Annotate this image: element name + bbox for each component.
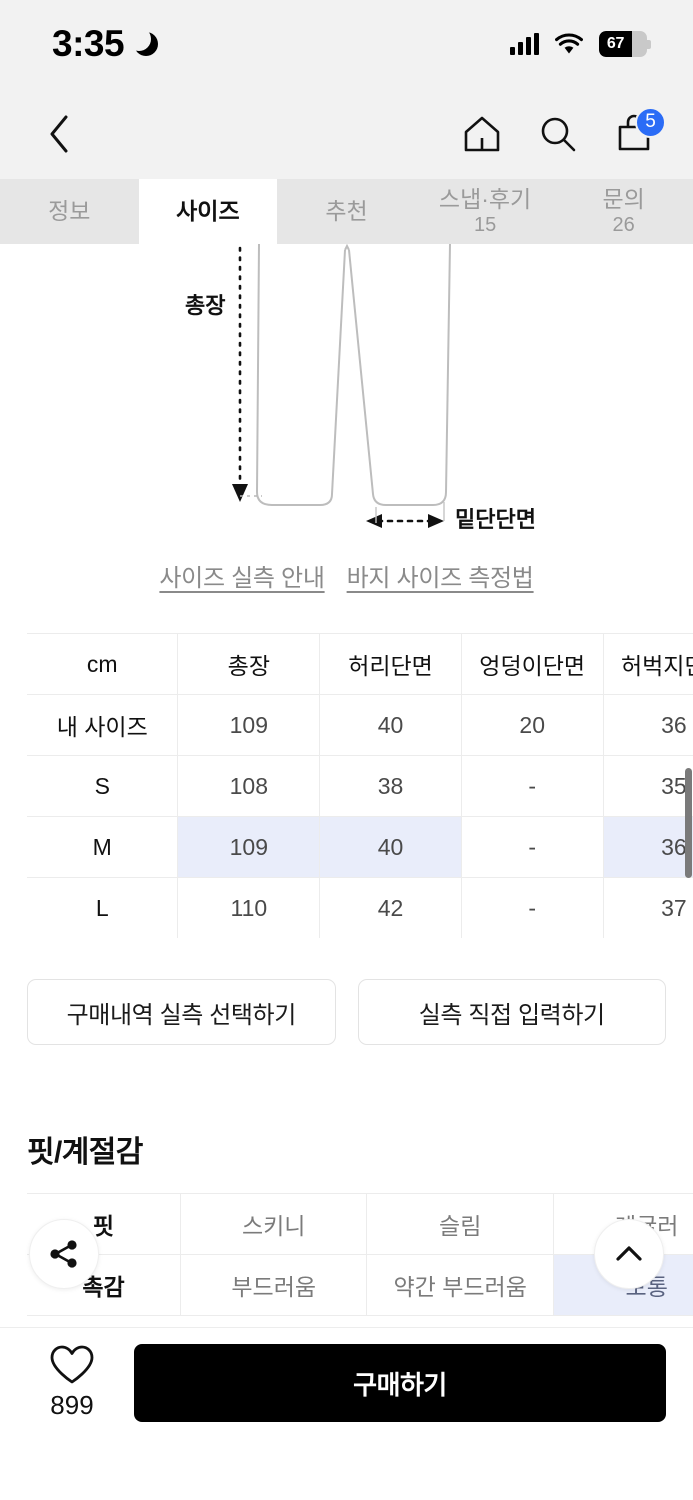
table-scrollbar[interactable]	[685, 768, 692, 878]
back-button[interactable]	[36, 111, 82, 157]
tab-inquiry[interactable]: 문의 26	[554, 179, 693, 244]
col-hip: 엉덩이단면	[461, 633, 604, 695]
cart-button[interactable]: 5	[611, 106, 666, 157]
size-table: cm 총장 허리단면 엉덩이단면 허벅지단면 밑단단면 내 사이즈 109 40…	[27, 633, 693, 938]
battery-icon: 67	[599, 31, 651, 57]
cell-hip: -	[461, 816, 604, 878]
wifi-icon	[555, 33, 583, 55]
table-row: S 108 38 - 35 3	[27, 755, 693, 817]
tab-size[interactable]: 사이즈	[138, 179, 278, 244]
col-total-length: 총장	[177, 633, 321, 695]
cell-hip: 20	[461, 694, 604, 756]
cell-thigh: 37	[603, 877, 693, 938]
table-row: L 110 42 - 37 3	[27, 877, 693, 938]
cell-thigh: 36	[603, 694, 693, 756]
scroll-to-top-button[interactable]	[594, 1219, 664, 1289]
status-time: 3:35	[52, 23, 125, 64]
home-icon	[464, 116, 500, 151]
cell-waist: 42	[319, 877, 462, 938]
cell-total-length: 109	[177, 816, 321, 878]
cell-thigh: 35	[603, 755, 693, 817]
link-size-measure-guide[interactable]: 사이즈 실측 안내	[159, 565, 325, 592]
col-thigh: 허벅지단면	[603, 633, 693, 695]
section-tabs: 정보 사이즈 추천 스냅·후기 15 문의 26	[0, 179, 693, 244]
cell-total-length: 108	[177, 755, 321, 817]
chevron-left-icon	[50, 115, 68, 152]
tab-snap-review[interactable]: 스냅·후기 15	[416, 179, 555, 244]
share-button[interactable]	[29, 1219, 99, 1289]
share-icon	[50, 1240, 77, 1268]
fit-season-title: 핏/계절감	[27, 1136, 143, 1169]
enter-measurement-manually-button[interactable]: 실측 직접 입력하기	[357, 979, 666, 1045]
pants-measurement-diagram: 총장 밑단단면	[0, 244, 693, 550]
col-unit: cm	[27, 633, 179, 695]
heart-icon	[50, 1345, 94, 1384]
status-bar: 3:35 67	[0, 0, 693, 88]
tab-count: 26	[612, 213, 635, 236]
tab-count: 15	[473, 213, 497, 236]
fit-option-slim: 슬림	[366, 1193, 554, 1255]
tab-recommend[interactable]: 추천	[277, 179, 416, 244]
cart-badge: 5	[635, 106, 666, 138]
status-bar-left: 3:35	[52, 23, 159, 65]
table-row: 내 사이즈 109 40 20 36 3	[27, 694, 693, 756]
cell-thigh: 36	[603, 816, 693, 878]
nav-bar: 5	[0, 88, 693, 179]
chevron-up-icon	[616, 1246, 642, 1261]
cell-total-length: 109	[177, 694, 321, 756]
fit-row: 촉감 부드러움 약간 부드러움 보통 약간	[27, 1254, 693, 1316]
tab-info[interactable]: 정보	[0, 179, 139, 244]
tab-label: 추천	[325, 197, 368, 224]
touch-option-slightly-soft: 약간 부드러움	[366, 1254, 554, 1316]
cell-waist: 40	[319, 816, 462, 878]
measure-action-row: 구매내역 실측 선택하기 실측 직접 입력하기	[27, 979, 666, 1045]
cell-waist: 40	[319, 694, 462, 756]
cell-total-length: 110	[177, 877, 321, 938]
buy-button[interactable]: 구매하기	[134, 1344, 666, 1422]
row-label: S	[27, 755, 179, 817]
size-guide-links: 사이즈 실측 안내 바지 사이즈 측정법	[0, 558, 693, 593]
cell-hip: -	[461, 755, 604, 817]
crescent-moon-icon	[127, 27, 159, 56]
fit-table-scroll-container[interactable]: 핏 스키니 슬림 레귤러 루 촉감 부드러움 약간 부드러움 보통 약간	[27, 1193, 693, 1321]
diagram-label-total-length: 총장	[185, 293, 226, 318]
diagram-label-hem-width: 밑단단면	[455, 507, 536, 532]
like-count: 899	[50, 1390, 94, 1420]
table-header-row: cm 총장 허리단면 엉덩이단면 허벅지단면 밑단단면	[27, 633, 693, 695]
row-label: M	[27, 816, 179, 878]
like-button[interactable]: 899	[41, 1344, 103, 1421]
nav-actions: 5	[459, 106, 666, 157]
table-row-selected: M 109 40 - 36 3	[27, 816, 693, 878]
home-button[interactable]	[459, 111, 505, 157]
tab-label: 정보	[48, 197, 91, 224]
fit-row: 핏 스키니 슬림 레귤러 루	[27, 1193, 693, 1255]
row-label: 내 사이즈	[27, 694, 179, 756]
tab-label: 사이즈	[176, 197, 240, 224]
cellular-signal-icon	[510, 33, 539, 55]
tab-label: 스냅·후기	[438, 185, 532, 212]
touch-option-soft: 부드러움	[180, 1254, 368, 1316]
pants-diagram-svg	[232, 244, 451, 528]
row-label: L	[27, 877, 179, 938]
bottom-action-bar: 899 구매하기	[0, 1327, 693, 1500]
cell-waist: 38	[319, 755, 462, 817]
size-table-scroll-container[interactable]: cm 총장 허리단면 엉덩이단면 허벅지단면 밑단단면 내 사이즈 109 40…	[27, 633, 693, 938]
fit-option-skinny: 스키니	[180, 1193, 368, 1255]
status-bar-right: 67	[510, 31, 651, 57]
link-pants-measure-method[interactable]: 바지 사이즈 측정법	[346, 565, 534, 592]
select-from-purchase-history-button[interactable]: 구매내역 실측 선택하기	[27, 979, 336, 1045]
search-button[interactable]	[535, 111, 581, 157]
cell-hip: -	[461, 877, 604, 938]
tab-label: 문의	[602, 185, 645, 212]
search-icon	[541, 117, 576, 151]
col-waist: 허리단면	[319, 633, 462, 695]
battery-percent: 67	[606, 35, 625, 52]
